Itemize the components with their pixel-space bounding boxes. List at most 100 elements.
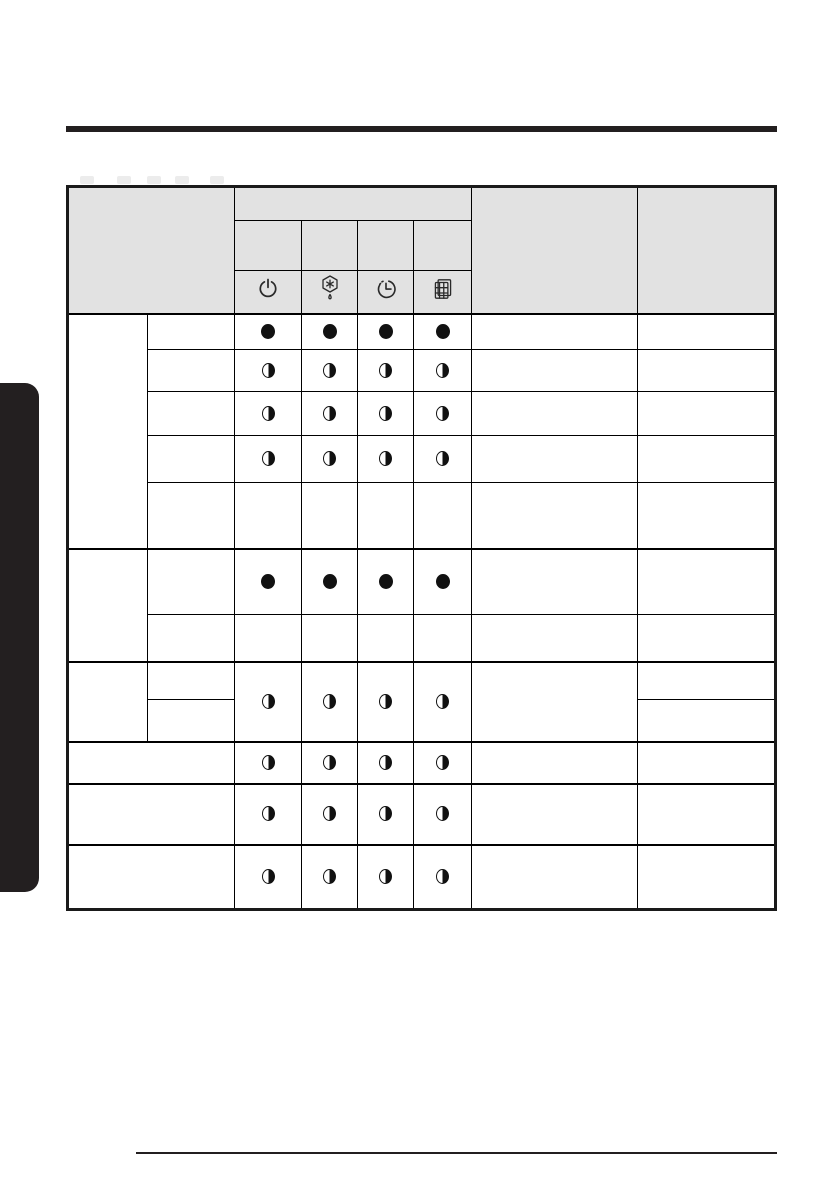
remark-cell: [637, 312, 776, 350]
led-filter-cell: [413, 547, 472, 615]
description-cell: [471, 782, 638, 845]
led-auto-clean-cell: [301, 391, 358, 436]
header-indicator-cell-2: [301, 220, 358, 271]
group-label-cell: [67, 660, 148, 742]
remark-cell: [637, 435, 776, 483]
led-power-cell: [234, 740, 302, 784]
header-indicator-cell-3: [357, 220, 414, 271]
remark-cell: [637, 349, 776, 392]
led-power-cell: [234, 843, 302, 910]
led-timer-cell: [357, 660, 414, 742]
led-auto-clean-cell: [301, 614, 358, 662]
led-power-cell: [234, 547, 302, 615]
header-corner-cell: [67, 186, 235, 314]
top-rule: [66, 126, 777, 132]
filter-icon: [430, 276, 456, 302]
led-timer-cell: [357, 349, 414, 392]
header-auto-clean-cell: [301, 270, 358, 314]
remark-cell: [637, 660, 776, 700]
led-auto-clean-cell: [301, 843, 358, 910]
footer-rule: [136, 1152, 777, 1154]
led-timer-cell: [357, 843, 414, 910]
remark-cell: [637, 391, 776, 436]
led-auto-clean-cell: [301, 349, 358, 392]
led-filter-cell: [413, 312, 472, 350]
led-power-cell: [234, 660, 302, 742]
description-cell: [471, 349, 638, 392]
led-timer-cell: [357, 614, 414, 662]
remark-cell: [637, 782, 776, 845]
description-cell: [471, 660, 638, 742]
row-label-cell: [67, 740, 235, 784]
led-timer-cell: [357, 312, 414, 350]
led-timer-cell: [357, 482, 414, 549]
header-remark-cell: [637, 186, 776, 314]
auto-clean-icon: [318, 274, 342, 304]
led-power-cell: [234, 312, 302, 350]
led-timer-cell: [357, 391, 414, 436]
description-cell: [471, 312, 638, 350]
led-filter-cell: [413, 435, 472, 483]
description-cell: [471, 482, 638, 549]
led-auto-clean-cell: [301, 547, 358, 615]
description-cell: [471, 614, 638, 662]
power-icon: [255, 276, 281, 302]
led-timer-cell: [357, 782, 414, 845]
led-power-cell: [234, 391, 302, 436]
faded-text-artifact: [80, 176, 240, 185]
header-timer-cell: [357, 270, 414, 314]
led-filter-cell: [413, 349, 472, 392]
remark-cell: [637, 843, 776, 910]
led-auto-clean-cell: [301, 312, 358, 350]
indicator-status-table: [66, 185, 777, 911]
led-power-cell: [234, 435, 302, 483]
led-filter-cell: [413, 391, 472, 436]
sub-label-cell: [147, 349, 235, 392]
led-auto-clean-cell: [301, 660, 358, 742]
led-auto-clean-cell: [301, 782, 358, 845]
timer-icon: [373, 276, 399, 302]
sub-label-cell: [147, 391, 235, 436]
row-label-cell: [67, 843, 235, 910]
remark-cell: [637, 740, 776, 784]
description-cell: [471, 391, 638, 436]
led-filter-cell: [413, 843, 472, 910]
header-filter-cell: [413, 270, 472, 314]
led-filter-cell: [413, 740, 472, 784]
led-power-cell: [234, 482, 302, 549]
group-label-cell: [67, 547, 148, 662]
led-filter-cell: [413, 782, 472, 845]
sub-label-cell: [147, 435, 235, 483]
header-indicator-cell-1: [234, 220, 302, 271]
remark-cell: [637, 614, 776, 662]
led-auto-clean-cell: [301, 482, 358, 549]
remark-cell: [637, 699, 776, 742]
description-cell: [471, 547, 638, 615]
description-cell: [471, 843, 638, 910]
header-power-cell: [234, 270, 302, 314]
sub-label-cell: [147, 312, 235, 350]
group-label-cell: [67, 312, 148, 549]
led-timer-cell: [357, 435, 414, 483]
led-power-cell: [234, 614, 302, 662]
header-description-cell: [471, 186, 638, 314]
sub-label-cell: [147, 699, 235, 742]
led-auto-clean-cell: [301, 435, 358, 483]
led-power-cell: [234, 349, 302, 392]
sub-label-cell: [147, 614, 235, 662]
led-power-cell: [234, 782, 302, 845]
section-side-tab: [0, 383, 39, 892]
sub-label-cell: [147, 482, 235, 549]
led-filter-cell: [413, 482, 472, 549]
header-indicator-cell-4: [413, 220, 472, 271]
header-indicator-group-cell: [234, 186, 472, 221]
led-auto-clean-cell: [301, 740, 358, 784]
led-filter-cell: [413, 660, 472, 742]
description-cell: [471, 435, 638, 483]
remark-cell: [637, 482, 776, 549]
sub-label-cell: [147, 660, 235, 700]
led-filter-cell: [413, 614, 472, 662]
description-cell: [471, 740, 638, 784]
remark-cell: [637, 547, 776, 615]
